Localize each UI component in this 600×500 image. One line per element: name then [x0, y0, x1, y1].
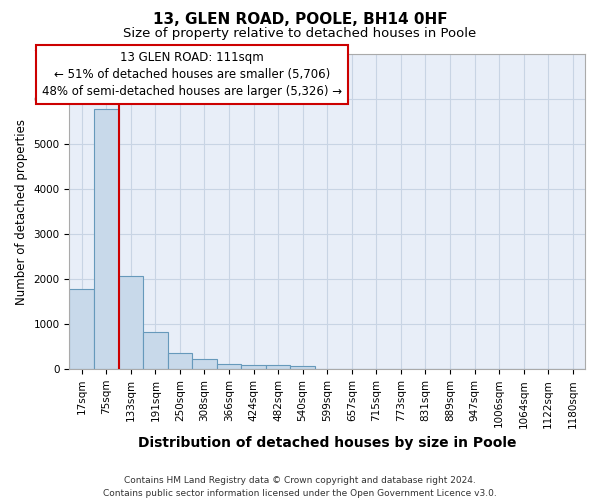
- Text: 13 GLEN ROAD: 111sqm
← 51% of detached houses are smaller (5,706)
48% of semi-de: 13 GLEN ROAD: 111sqm ← 51% of detached h…: [42, 51, 342, 98]
- Bar: [241, 365, 266, 369]
- X-axis label: Distribution of detached houses by size in Poole: Distribution of detached houses by size …: [138, 436, 517, 450]
- Bar: [266, 366, 290, 369]
- Bar: [192, 358, 217, 369]
- Text: Size of property relative to detached houses in Poole: Size of property relative to detached ho…: [124, 28, 476, 40]
- Bar: [94, 109, 119, 369]
- Bar: [119, 276, 143, 369]
- Text: Contains HM Land Registry data © Crown copyright and database right 2024.
Contai: Contains HM Land Registry data © Crown c…: [103, 476, 497, 498]
- Bar: [167, 353, 192, 369]
- Bar: [217, 364, 241, 369]
- Bar: [290, 366, 315, 369]
- Bar: [143, 332, 167, 369]
- Y-axis label: Number of detached properties: Number of detached properties: [15, 118, 28, 304]
- Text: 13, GLEN ROAD, POOLE, BH14 0HF: 13, GLEN ROAD, POOLE, BH14 0HF: [152, 12, 448, 28]
- Bar: [70, 289, 94, 369]
